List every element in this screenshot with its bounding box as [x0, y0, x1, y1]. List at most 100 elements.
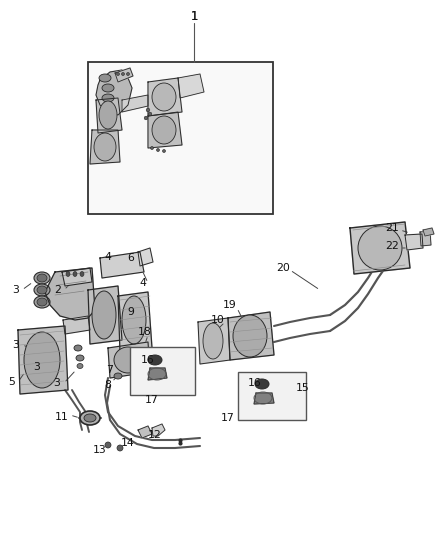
Polygon shape — [18, 326, 68, 394]
Ellipse shape — [73, 271, 77, 277]
Text: 18: 18 — [138, 327, 152, 337]
Text: 1: 1 — [191, 10, 198, 22]
Polygon shape — [423, 228, 434, 236]
Ellipse shape — [102, 94, 114, 102]
Text: 21: 21 — [385, 223, 399, 233]
Polygon shape — [254, 393, 274, 404]
Polygon shape — [122, 95, 148, 112]
Polygon shape — [198, 318, 230, 364]
Ellipse shape — [203, 323, 223, 359]
Ellipse shape — [37, 274, 47, 282]
Ellipse shape — [34, 272, 50, 284]
Text: 11: 11 — [55, 412, 69, 422]
Polygon shape — [350, 222, 410, 274]
Polygon shape — [108, 342, 150, 378]
Text: 3: 3 — [34, 362, 40, 372]
Text: 1: 1 — [190, 10, 198, 22]
Ellipse shape — [66, 271, 70, 277]
Ellipse shape — [122, 296, 146, 344]
Ellipse shape — [37, 298, 47, 306]
Text: 8: 8 — [105, 380, 111, 390]
Ellipse shape — [233, 315, 267, 357]
Ellipse shape — [162, 149, 166, 152]
Text: 12: 12 — [148, 430, 162, 440]
Ellipse shape — [76, 355, 84, 361]
Ellipse shape — [34, 284, 50, 296]
Text: 20: 20 — [276, 263, 290, 273]
Ellipse shape — [148, 355, 162, 365]
Ellipse shape — [151, 147, 153, 149]
Ellipse shape — [80, 271, 84, 277]
Polygon shape — [90, 130, 120, 164]
Ellipse shape — [117, 72, 120, 76]
Polygon shape — [178, 74, 204, 98]
Text: 7: 7 — [106, 365, 113, 375]
Polygon shape — [148, 78, 182, 116]
Polygon shape — [138, 248, 153, 266]
Text: 22: 22 — [385, 241, 399, 251]
Text: 10: 10 — [211, 315, 225, 325]
Ellipse shape — [77, 364, 83, 368]
Polygon shape — [152, 424, 165, 436]
Polygon shape — [96, 98, 122, 133]
Polygon shape — [96, 70, 132, 115]
Text: 17: 17 — [145, 395, 159, 405]
Polygon shape — [420, 231, 431, 246]
Ellipse shape — [358, 226, 402, 270]
Ellipse shape — [127, 72, 130, 76]
Ellipse shape — [84, 414, 96, 422]
Text: 4: 4 — [140, 278, 146, 288]
Text: 9: 9 — [127, 307, 134, 317]
Text: 4: 4 — [105, 252, 111, 262]
Ellipse shape — [114, 347, 142, 373]
Polygon shape — [62, 268, 92, 286]
Polygon shape — [405, 234, 423, 250]
Ellipse shape — [152, 83, 176, 111]
Ellipse shape — [121, 72, 124, 76]
Text: 19: 19 — [223, 300, 237, 310]
Ellipse shape — [37, 286, 47, 294]
Polygon shape — [138, 426, 152, 438]
Ellipse shape — [94, 133, 116, 161]
Ellipse shape — [102, 84, 114, 92]
Ellipse shape — [144, 116, 148, 120]
Polygon shape — [45, 268, 95, 320]
Text: 3: 3 — [53, 378, 60, 388]
Bar — [130, 347, 195, 395]
Ellipse shape — [148, 112, 152, 116]
Ellipse shape — [80, 411, 100, 425]
Text: 5: 5 — [9, 377, 15, 387]
Text: 3: 3 — [13, 285, 19, 295]
Ellipse shape — [99, 101, 117, 129]
Ellipse shape — [255, 379, 269, 389]
Text: 16: 16 — [141, 355, 155, 365]
Ellipse shape — [152, 116, 176, 144]
Polygon shape — [115, 68, 133, 82]
Ellipse shape — [99, 74, 111, 82]
Text: 2: 2 — [55, 285, 61, 295]
Text: 14: 14 — [121, 438, 135, 448]
Ellipse shape — [105, 442, 111, 448]
Bar — [88, 62, 273, 214]
Text: 17: 17 — [221, 413, 235, 423]
Ellipse shape — [24, 332, 60, 388]
Text: 6: 6 — [127, 253, 134, 263]
Polygon shape — [63, 316, 90, 334]
Text: 16: 16 — [248, 378, 262, 388]
Polygon shape — [228, 312, 274, 360]
Ellipse shape — [114, 373, 122, 379]
Ellipse shape — [34, 296, 50, 308]
Text: 3: 3 — [13, 340, 19, 350]
Polygon shape — [148, 368, 167, 380]
Ellipse shape — [146, 108, 150, 112]
Polygon shape — [118, 292, 152, 352]
Polygon shape — [100, 252, 144, 278]
Polygon shape — [148, 112, 182, 148]
Polygon shape — [88, 286, 122, 344]
Ellipse shape — [74, 345, 82, 351]
Ellipse shape — [117, 445, 123, 451]
Ellipse shape — [156, 149, 159, 151]
Ellipse shape — [92, 291, 116, 339]
Text: 13: 13 — [93, 445, 107, 455]
Text: 15: 15 — [296, 383, 310, 393]
